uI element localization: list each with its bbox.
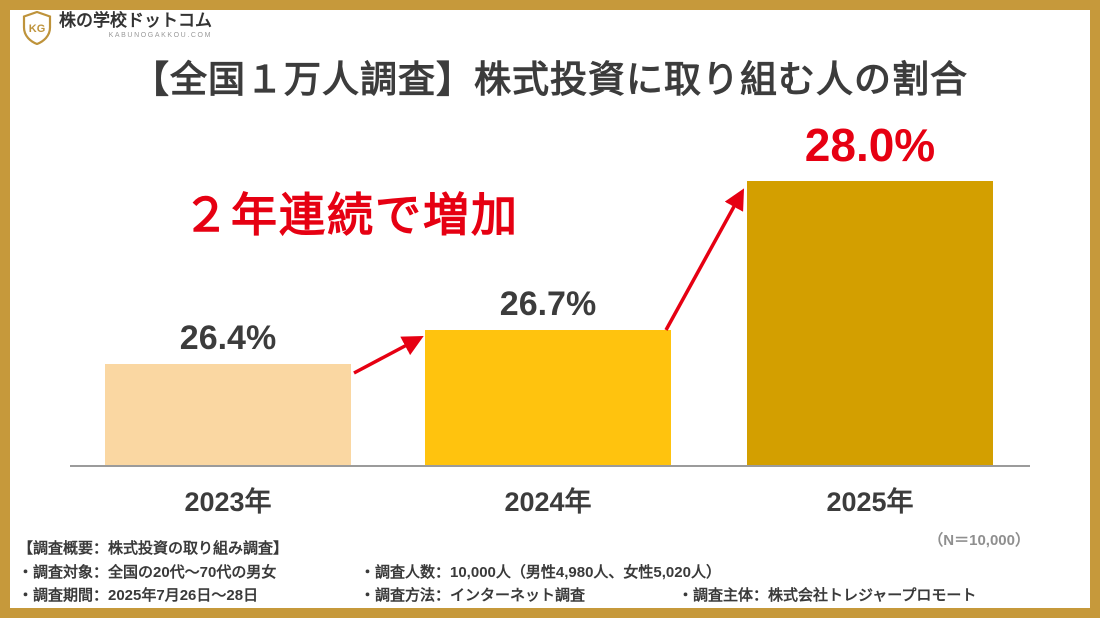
- brand-domain: KABUNOGAKKOU.COM: [108, 31, 212, 39]
- survey-heading: 【調査概要：株式投資の取り組み調査】: [18, 540, 289, 557]
- page-title: 【全国１万人調査】株式投資に取り組む人の割合: [132, 59, 968, 100]
- increase-annotation: ２年連続で増加: [183, 189, 519, 241]
- bar-2024: [425, 330, 671, 467]
- svg-text:KG: KG: [29, 23, 46, 35]
- shield-logo-icon: KG: [22, 10, 52, 50]
- survey-count: ・調査人数：10,000人（男性4,980人、女性5,020人）: [360, 564, 721, 581]
- x-tick-2023: 2023年: [184, 487, 272, 517]
- brand-name: 株の学校ドットコム: [59, 11, 212, 30]
- bar-group-2025: 28.0%: [747, 122, 993, 467]
- x-axis-line: [70, 465, 1030, 467]
- bar-group-2023: 26.4%: [105, 321, 351, 467]
- value-label-2024: 26.7%: [499, 285, 597, 323]
- value-label-2025: 28.0%: [804, 119, 936, 171]
- survey-method: ・調査方法：インターネット調査: [360, 587, 586, 604]
- survey-agency: ・調査主体：株式会社トレジャープロモート: [678, 587, 977, 604]
- x-tick-2024: 2024年: [504, 487, 592, 517]
- value-label-2023: 26.4%: [179, 319, 277, 357]
- x-tick-2025: 2025年: [826, 487, 914, 517]
- bar-2023: [105, 364, 351, 467]
- arrow-2023-to-2024-icon: [353, 336, 424, 375]
- survey-target: ・調査対象：全国の20代～70代の男女: [18, 564, 277, 581]
- bar-2025: [747, 181, 993, 467]
- brand-logo: KG 株の学校ドットコム KABUNOGAKKOU.COM: [22, 10, 212, 50]
- survey-period: ・調査期間：2025年7月26日～28日: [18, 587, 259, 604]
- arrow-2024-to-2025-icon: [664, 188, 745, 331]
- bar-group-2024: 26.7%: [425, 287, 671, 467]
- sample-size-label: （N＝10,000）: [928, 532, 1030, 549]
- brand-text: 株の学校ドットコム KABUNOGAKKOU.COM: [59, 11, 212, 39]
